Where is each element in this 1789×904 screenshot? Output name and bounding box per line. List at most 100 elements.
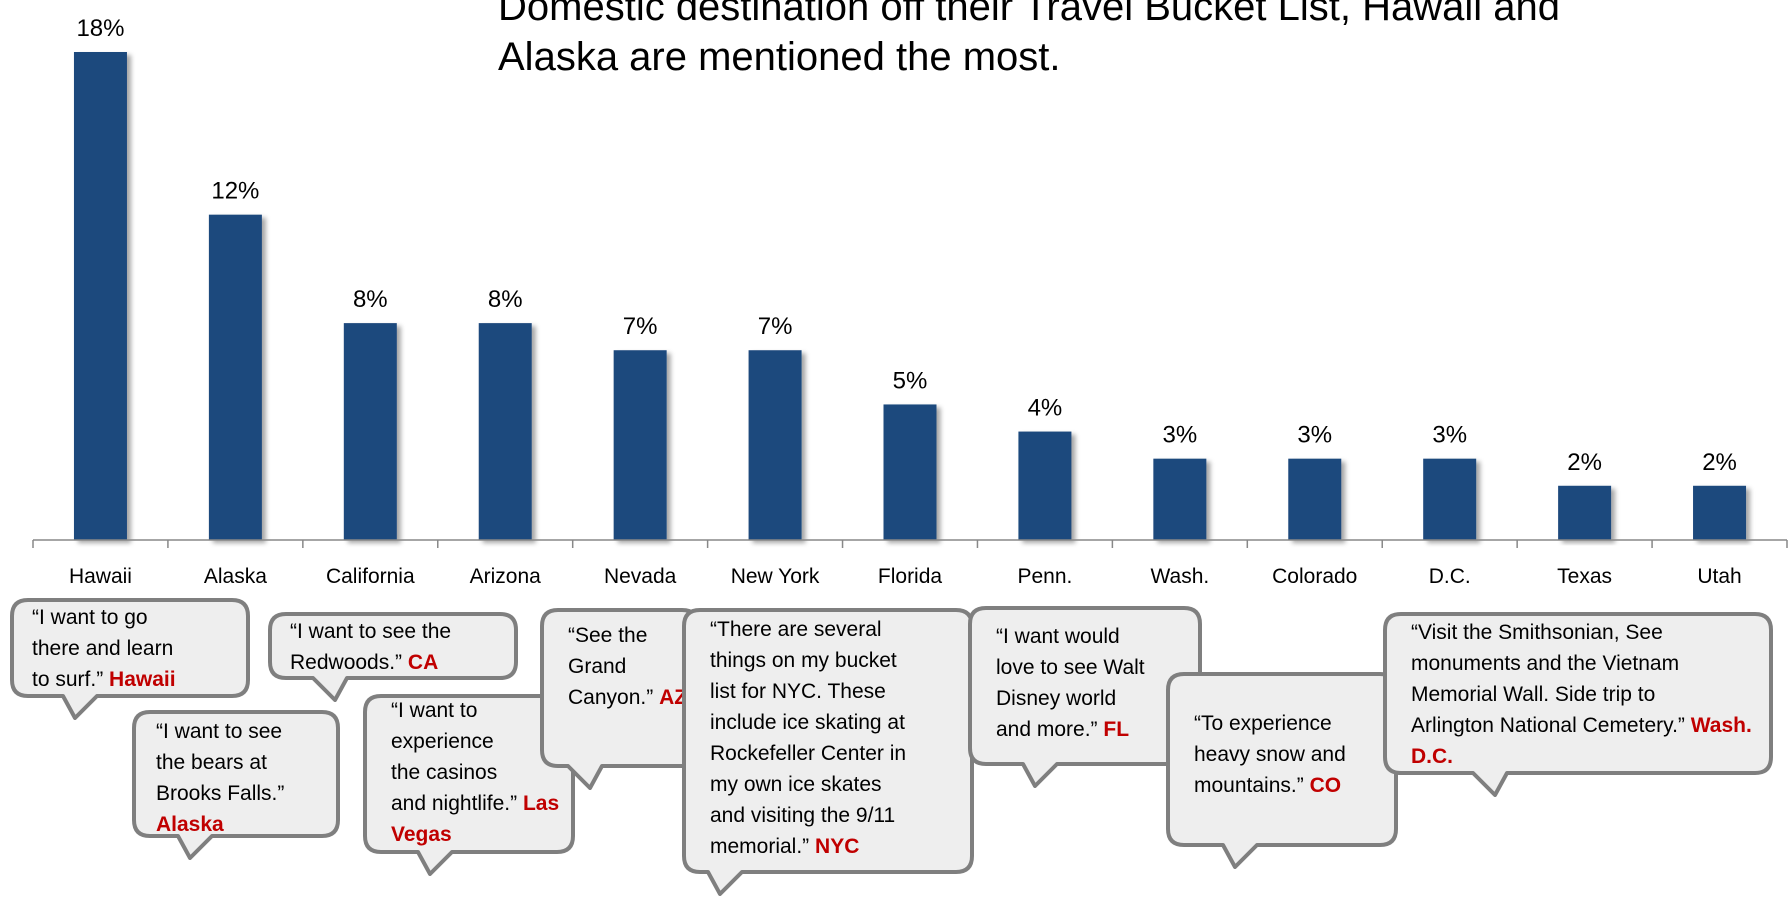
quote-line: and more.” xyxy=(996,718,1098,741)
quote-line: experience xyxy=(391,730,494,753)
category-label: Wash. xyxy=(1150,565,1209,588)
quote-line: my own ice skates xyxy=(710,773,882,796)
quote-line: Rockefeller Center in xyxy=(710,742,907,765)
quote-text: “Visit the Smithsonian, See monuments and… xyxy=(1383,612,1773,772)
quote-line: there and learn xyxy=(32,637,174,660)
quote-bubble: “I want to see the bears at Brooks Falls.”… xyxy=(132,710,340,860)
quote-last-line: Redwoods.” CA xyxy=(290,647,518,678)
quote-source: CO xyxy=(1309,774,1342,797)
bar-new-york xyxy=(748,350,802,540)
quote-line: to surf.” xyxy=(32,668,104,691)
category-label: Alaska xyxy=(204,565,267,588)
quote-line: Brooks Falls.” xyxy=(156,782,285,805)
x-axis xyxy=(32,539,1788,548)
category-label: Arizona xyxy=(470,565,542,588)
quote-source: CA xyxy=(407,651,439,674)
quote-line: Memorial Wall. Side trip to xyxy=(1411,683,1656,706)
quote-line: and nightlife.” xyxy=(391,792,518,815)
quote-bubble: “See the Grand Canyon.” AZ xyxy=(540,608,700,790)
quote-last-line: and nightlife.” Las Vegas xyxy=(391,788,575,850)
quote-source: Alaska xyxy=(156,813,224,836)
category-label: Hawaii xyxy=(69,565,132,588)
quote-line: memorial.” xyxy=(710,835,810,858)
quote-source: Wash. D.C. xyxy=(1411,714,1752,768)
quote-line: things on my bucket xyxy=(710,649,897,672)
category-label: Colorado xyxy=(1272,565,1357,588)
bars-layer xyxy=(73,52,1747,540)
speech-bubble-shape xyxy=(10,598,250,720)
quote-text: “I want to go there and learn to surf.” Ha… xyxy=(10,598,250,695)
quote-text: “See the Grand Canyon.” AZ xyxy=(540,608,700,713)
data-label: 2% xyxy=(1702,449,1737,476)
speech-bubble-shape xyxy=(1383,612,1773,797)
bar-florida xyxy=(883,404,937,540)
headline-line-1: Domestic destination off their Travel Bu… xyxy=(498,0,1560,29)
category-label: Penn. xyxy=(1017,565,1072,588)
quote-source: Las Vegas xyxy=(391,792,560,846)
bar-alaska xyxy=(208,214,262,540)
quote-line: “I want to see the xyxy=(290,620,452,643)
category-label: Utah xyxy=(1697,565,1741,588)
quote-line: “I want to go xyxy=(32,606,148,629)
quote-text: “I want to see the bears at Brooks Falls.”… xyxy=(132,710,340,840)
quote-source: NYC xyxy=(815,835,860,858)
quote-line: Redwoods.” xyxy=(290,651,403,674)
category-label: D.C. xyxy=(1429,565,1471,588)
bar-d-c xyxy=(1423,458,1477,540)
quote-bubble: “I want to go there and learn to surf.” Ha… xyxy=(10,598,250,720)
headline: Domestic destination off their Travel Bu… xyxy=(498,0,1658,82)
bar-chart: 18% 12% 8% 8% 7% 7% 5% 4% 3% 3% 3% 2% 2% Hawaii Alask… xyxy=(32,15,1788,588)
category-labels: Hawaii Alaska California Arizona Nevada New Y… xyxy=(69,565,1742,588)
quote-text: “There are several things on my bucket lis… xyxy=(682,608,974,862)
quote-last-line: Canyon.” AZ xyxy=(568,682,700,713)
data-label: 5% xyxy=(893,367,928,394)
quote-bubble: “There are several things on my bucket lis… xyxy=(682,608,974,896)
bar-arizona xyxy=(478,323,532,540)
quote-line: “Visit the Smithsonian, See xyxy=(1411,621,1663,644)
speech-bubble-shape xyxy=(268,612,518,702)
quote-line: “I want to see xyxy=(156,720,283,743)
bar-colorado xyxy=(1288,458,1342,540)
quote-line: “There are several xyxy=(710,618,882,641)
data-label: 4% xyxy=(1028,395,1063,422)
quote-bubble: “Visit the Smithsonian, See monuments and… xyxy=(1383,612,1773,797)
quote-text: “To experience heavy snow and mountains.” … xyxy=(1166,672,1398,801)
quote-text: “I want would love to see Walt Disney worl… xyxy=(968,606,1202,745)
category-label: New York xyxy=(731,565,820,588)
data-label: 8% xyxy=(488,286,523,313)
data-label: 2% xyxy=(1567,449,1602,476)
data-label: 7% xyxy=(758,313,793,340)
quote-line: “See the xyxy=(568,624,648,647)
quote-line: “To experience xyxy=(1194,712,1332,735)
quote-last-line: and more.” FL xyxy=(996,714,1202,745)
bar-california xyxy=(343,323,397,540)
quote-source: AZ xyxy=(659,686,688,709)
quote-text: “I want to see the Redwoods.” CA xyxy=(268,612,518,678)
quote-last-line: Brooks Falls.” Alaska xyxy=(156,778,340,840)
quote-line: heavy snow and xyxy=(1194,743,1346,766)
headline-line-2: Alaska are mentioned the most. xyxy=(498,35,1061,79)
data-label: 7% xyxy=(623,313,658,340)
quote-last-line: memorial.” NYC xyxy=(710,831,974,862)
quote-line: Grand xyxy=(568,655,627,678)
quote-bubble: “I want would love to see Walt Disney worl… xyxy=(968,606,1202,788)
quote-line: list for NYC. These xyxy=(710,680,886,703)
quote-line: mountains.” xyxy=(1194,774,1304,797)
quote-text: “I want to experience the casinos and night… xyxy=(363,694,575,850)
quote-line: love to see Walt xyxy=(996,656,1145,679)
quote-line: Canyon.” xyxy=(568,686,654,709)
quote-line: include ice skating at xyxy=(710,711,905,734)
quote-line: the casinos xyxy=(391,761,498,784)
quote-line: monuments and the Vietnam xyxy=(1411,652,1680,675)
quote-last-line: to surf.” Hawaii xyxy=(32,664,250,695)
data-label: 8% xyxy=(353,286,388,313)
data-label: 18% xyxy=(76,15,124,42)
data-label: 3% xyxy=(1432,422,1467,449)
quote-line: Disney world xyxy=(996,687,1117,710)
data-label: 3% xyxy=(1297,422,1332,449)
quote-line: “I want to xyxy=(391,699,478,722)
category-label: Texas xyxy=(1557,565,1612,588)
category-label: Nevada xyxy=(604,565,677,588)
speech-bubble-shape xyxy=(132,710,340,860)
data-label: 12% xyxy=(211,178,259,205)
